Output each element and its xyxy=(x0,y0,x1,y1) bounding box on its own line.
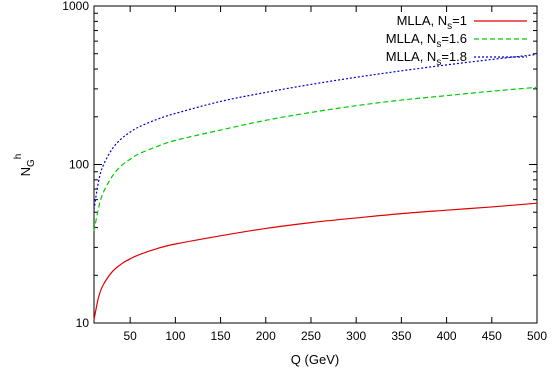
x-tick-label-8: 450 xyxy=(482,329,502,343)
series-line-2 xyxy=(93,53,538,210)
y-tick-label-2: 1000 xyxy=(62,0,89,13)
x-tick-label-4: 250 xyxy=(301,329,321,343)
plot-frame xyxy=(93,5,538,324)
legend-label-2: MLLA, Ns=1.8 xyxy=(386,49,467,68)
ticks: 50 100 150 200 250 300 350 400 450 500 10 100 1000 xyxy=(62,0,547,343)
x-tick-label-1: 100 xyxy=(165,329,185,343)
x-axis-label: Q (GeV) xyxy=(291,352,339,367)
y-axis-label: NGh xyxy=(13,154,37,177)
series-line-0 xyxy=(93,202,538,320)
y-tick-label-1: 100 xyxy=(69,158,89,172)
series-line-1 xyxy=(93,86,538,232)
y-axis-label-main: N xyxy=(18,167,33,176)
y-axis-label-sup: h xyxy=(13,154,24,160)
x-tick-label-0: 50 xyxy=(123,329,137,343)
x-tick-label-6: 350 xyxy=(391,329,411,343)
legend-label-0: MLLA, Ns=1 xyxy=(397,13,467,32)
x-tick-label-3: 200 xyxy=(256,329,276,343)
legend-label-1: MLLA, Ns=1.6 xyxy=(386,31,467,50)
y-axis-label-sub: G xyxy=(26,159,37,167)
y-tick-label-0: 10 xyxy=(76,316,90,330)
x-tick-label-2: 150 xyxy=(211,329,231,343)
svg-text:NGh: NGh xyxy=(13,154,37,177)
series-lines xyxy=(93,53,538,320)
x-tick-label-5: 300 xyxy=(346,329,366,343)
x-tick-label-9: 500 xyxy=(527,329,547,343)
x-tick-label-7: 400 xyxy=(437,329,457,343)
